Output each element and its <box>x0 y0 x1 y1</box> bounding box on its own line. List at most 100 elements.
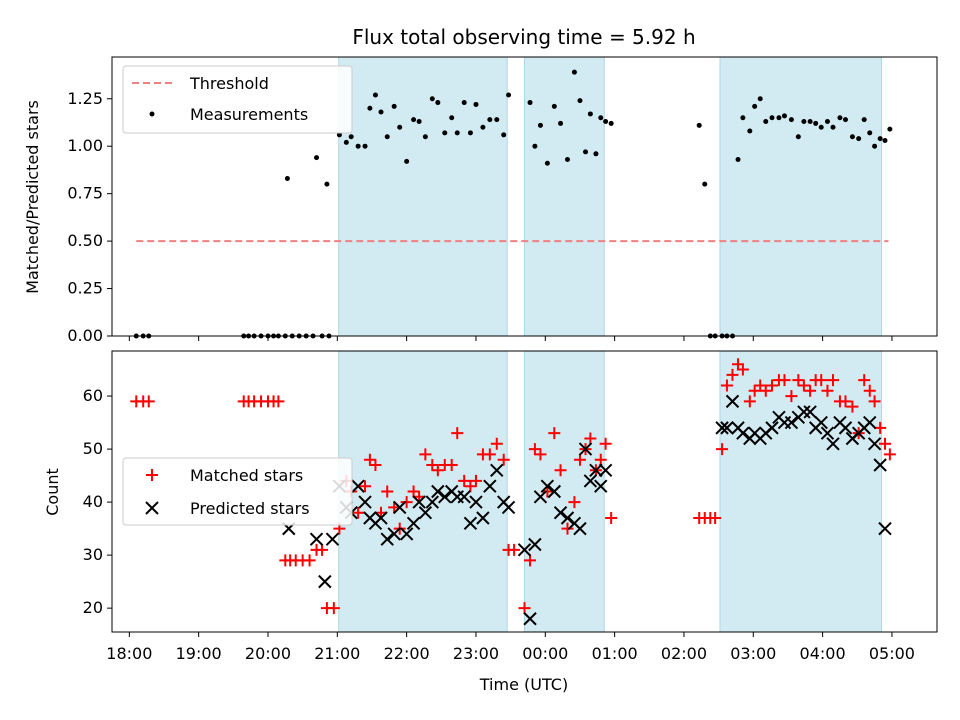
predicted-star-point <box>553 506 568 520</box>
predicted-star-point <box>457 490 471 504</box>
x-tick-label: 23:00 <box>453 644 499 663</box>
matched-star-point <box>599 437 612 450</box>
bottom-panel: 20 30 40 50 60 18:00 19:00 20:00 21:00 22:00 23:0… <box>43 350 938 694</box>
measurement-point <box>544 160 550 166</box>
measurement-point <box>776 115 782 121</box>
matched-star-point <box>272 395 285 408</box>
measurement-point <box>735 156 741 162</box>
measurement-point <box>571 69 577 75</box>
shaded-interval <box>719 350 883 633</box>
matched-star-point <box>605 512 618 525</box>
measurement-point <box>336 132 342 138</box>
measurement-point <box>877 136 883 142</box>
matched-star-point <box>445 458 458 471</box>
x-tick-label: 04:00 <box>800 644 846 663</box>
matched-star-point <box>469 474 482 487</box>
x-tick-label: 20:00 <box>245 644 291 663</box>
measurement-point <box>435 100 441 106</box>
legend-predicted-label: Predicted stars <box>190 499 310 518</box>
predicted-star-point <box>406 516 421 531</box>
legend-predicted-swatch <box>145 501 159 515</box>
legend-measurements-swatch <box>149 111 155 117</box>
matched-star-point <box>858 374 871 387</box>
measurement-point <box>527 100 533 106</box>
top-y-tick-label: 1.00 <box>67 136 103 155</box>
predicted-star-point <box>412 495 426 509</box>
predicted-star-point <box>838 421 853 435</box>
measurement-point <box>397 124 403 130</box>
predicted-star-point <box>715 421 729 435</box>
measurement-point <box>501 132 507 138</box>
measurement-point <box>837 115 843 121</box>
matched-star-point <box>458 474 471 487</box>
matched-star-point <box>363 453 376 466</box>
matched-star-point <box>524 554 537 567</box>
matched-star-point <box>868 395 881 408</box>
measurement-point <box>480 124 486 130</box>
matched-star-point <box>785 390 798 403</box>
x-tick-label: 05:00 <box>869 644 915 663</box>
matched-star-point <box>483 448 496 461</box>
matched-star-point <box>497 453 510 466</box>
matched-star-point <box>464 480 477 493</box>
matched-star-point <box>316 543 329 556</box>
predicted-star-point <box>720 421 734 435</box>
matched-star-point <box>528 443 541 456</box>
bottom-y-tick-label: 60 <box>83 386 103 405</box>
measurement-point <box>757 96 763 102</box>
matched-star-point <box>736 363 749 376</box>
predicted-star-point <box>517 543 532 557</box>
matched-star-point <box>709 512 722 525</box>
matched-star-point <box>748 384 761 397</box>
predicted-star-point <box>573 521 587 536</box>
predicted-star-point <box>374 511 388 525</box>
top-legend: Threshold Measurements <box>122 65 353 134</box>
measurement-point <box>763 119 769 125</box>
matched-star-point <box>451 427 464 440</box>
predicted-star-point <box>540 479 555 493</box>
bottom-y-tick-label: 50 <box>83 439 103 458</box>
measurement-point <box>769 115 775 121</box>
measurement-points <box>133 69 893 339</box>
bottom-axes-frame <box>111 350 938 633</box>
measurement-point <box>867 130 873 136</box>
measurement-point <box>506 92 512 98</box>
predicted-star-point <box>820 426 835 440</box>
matched-star-point <box>407 485 420 498</box>
matched-star-point <box>827 374 840 387</box>
measurement-point <box>856 136 862 142</box>
predicted-star-point <box>476 511 490 525</box>
measurement-point <box>849 134 855 140</box>
matched-star-point <box>554 464 567 477</box>
top-y-tick-label: 0.75 <box>67 184 103 203</box>
x-axis-label: Time (UTC) <box>479 675 568 694</box>
matched-star-point <box>426 458 439 471</box>
measurement-point <box>487 117 493 123</box>
matched-star-point <box>759 384 772 397</box>
predicted-star-point <box>483 479 497 493</box>
matched-star-point <box>716 443 729 456</box>
measurement-point <box>429 96 435 102</box>
matched-star-point <box>766 379 778 392</box>
predicted-star-point <box>463 516 478 531</box>
measurement-point <box>598 115 604 121</box>
predicted-star-point <box>418 506 433 520</box>
predicted-star-point <box>594 479 608 493</box>
matched-star-point <box>490 437 503 450</box>
measurement-point <box>532 143 538 149</box>
measurement-point <box>314 155 320 161</box>
measurement-point <box>577 98 583 104</box>
predicted-star-point <box>318 574 332 589</box>
measurement-point <box>551 103 557 109</box>
matched-star-point <box>883 448 896 461</box>
predicted-star-point <box>358 495 372 509</box>
measurement-point <box>842 117 848 123</box>
top-axes-frame <box>111 56 938 337</box>
legend-measurements-label: Measurements <box>190 105 308 124</box>
top-y-tick-label: 0.25 <box>67 279 103 298</box>
matched-star-point <box>797 379 810 392</box>
top-y-tick-label: 0.00 <box>67 326 103 345</box>
matched-star-point <box>863 384 876 397</box>
bottom-y-ticks: 20 30 40 50 60 <box>83 386 112 617</box>
